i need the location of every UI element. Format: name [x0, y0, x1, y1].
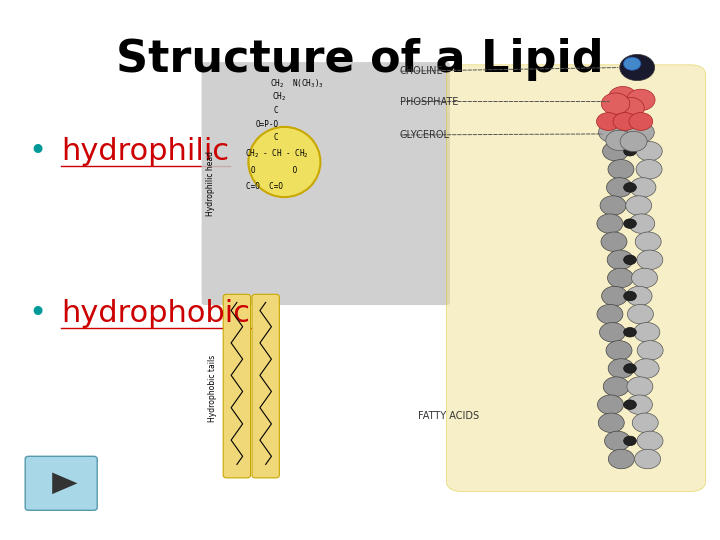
Circle shape: [624, 327, 636, 337]
Circle shape: [607, 250, 633, 269]
Circle shape: [603, 141, 629, 161]
Circle shape: [600, 196, 626, 215]
Circle shape: [624, 146, 636, 156]
Circle shape: [632, 413, 658, 433]
Circle shape: [635, 232, 661, 252]
Circle shape: [601, 93, 630, 114]
Circle shape: [634, 322, 660, 342]
Circle shape: [608, 159, 634, 179]
Text: O=P-O: O=P-O: [256, 120, 279, 129]
Text: GLYCEROL: GLYCEROL: [400, 130, 449, 140]
Circle shape: [624, 183, 636, 192]
FancyBboxPatch shape: [252, 294, 279, 478]
Circle shape: [616, 97, 644, 119]
Circle shape: [613, 112, 637, 131]
Circle shape: [597, 305, 623, 324]
Text: PHOSPHATE: PHOSPHATE: [400, 97, 458, 106]
Circle shape: [613, 119, 640, 140]
FancyBboxPatch shape: [223, 294, 251, 478]
Text: CH$_2$  N(CH$_3$)$_3$: CH$_2$ N(CH$_3$)$_3$: [270, 77, 324, 90]
Text: •: •: [29, 299, 47, 328]
Circle shape: [620, 55, 654, 80]
FancyBboxPatch shape: [202, 62, 450, 305]
Text: C=O  C=O: C=O C=O: [246, 182, 283, 191]
Circle shape: [629, 214, 654, 233]
Circle shape: [624, 436, 636, 446]
Circle shape: [629, 112, 652, 131]
Circle shape: [624, 364, 636, 373]
Circle shape: [627, 305, 653, 324]
Circle shape: [606, 341, 632, 360]
Text: C: C: [274, 106, 278, 115]
Polygon shape: [52, 472, 78, 494]
Circle shape: [626, 286, 652, 306]
Circle shape: [626, 196, 652, 215]
Text: FATTY ACIDS: FATTY ACIDS: [418, 411, 479, 421]
Circle shape: [636, 250, 663, 269]
Circle shape: [624, 219, 636, 228]
Circle shape: [601, 232, 627, 252]
Circle shape: [598, 122, 626, 143]
Text: CH$_2$: CH$_2$: [272, 91, 287, 104]
Text: •: •: [29, 137, 47, 166]
Ellipse shape: [248, 127, 320, 197]
Circle shape: [602, 286, 628, 306]
Circle shape: [606, 130, 633, 151]
Text: hydrophilic: hydrophilic: [61, 137, 230, 166]
Circle shape: [633, 359, 659, 378]
Text: C: C: [274, 133, 278, 142]
Text: hydrophobic: hydrophobic: [61, 299, 251, 328]
Text: O        O: O O: [251, 166, 297, 174]
Circle shape: [637, 341, 663, 360]
Circle shape: [626, 395, 652, 414]
Circle shape: [608, 359, 634, 378]
Circle shape: [608, 86, 637, 108]
FancyBboxPatch shape: [25, 456, 97, 510]
Text: Hydrophobic tails: Hydrophobic tails: [208, 355, 217, 422]
FancyBboxPatch shape: [446, 65, 706, 491]
Text: Structure of a Lipid: Structure of a Lipid: [116, 38, 604, 81]
Circle shape: [603, 377, 629, 396]
Circle shape: [624, 57, 641, 70]
Circle shape: [608, 268, 634, 288]
Circle shape: [605, 431, 631, 451]
Circle shape: [624, 291, 636, 301]
Circle shape: [598, 413, 624, 433]
Circle shape: [597, 214, 623, 233]
Text: CHOLINE: CHOLINE: [400, 66, 444, 76]
Circle shape: [624, 400, 636, 409]
Circle shape: [636, 141, 662, 161]
Circle shape: [636, 159, 662, 179]
Circle shape: [596, 112, 621, 131]
Circle shape: [627, 122, 654, 143]
Circle shape: [627, 377, 653, 396]
Circle shape: [624, 255, 636, 265]
Circle shape: [634, 449, 660, 469]
Text: CH$_2$ - CH - CH$_2$: CH$_2$ - CH - CH$_2$: [245, 147, 309, 160]
Circle shape: [606, 178, 632, 197]
Circle shape: [620, 131, 647, 152]
Circle shape: [630, 178, 656, 197]
Circle shape: [608, 449, 634, 469]
Circle shape: [598, 395, 624, 414]
Circle shape: [637, 431, 663, 451]
Text: Hydrophilic head: Hydrophilic head: [206, 151, 215, 216]
Circle shape: [600, 322, 626, 342]
Circle shape: [626, 89, 655, 111]
Circle shape: [631, 268, 657, 288]
